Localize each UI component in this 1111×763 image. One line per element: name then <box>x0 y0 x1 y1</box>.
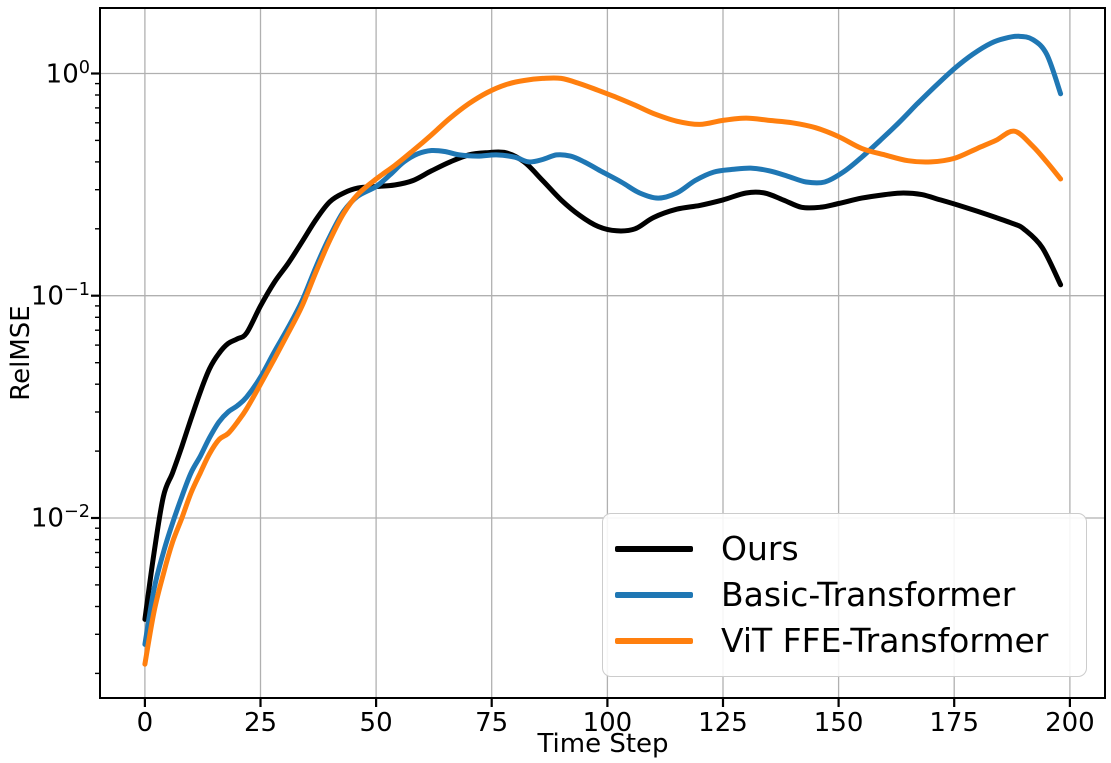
legend-label-ours: Ours <box>721 528 799 568</box>
legend-row-ours: Ours <box>615 528 1078 568</box>
series-line-basic-transformer <box>142 33 1064 647</box>
series-line-vit-ffe-transformer <box>142 75 1064 667</box>
legend-row-basic-transformer: Basic-Transformer <box>615 574 1078 614</box>
x-tick-label-25: 25 <box>243 708 278 738</box>
x-tick-label-150: 150 <box>813 708 864 738</box>
x-tick-label-75: 75 <box>475 708 509 738</box>
axes-spines <box>99 7 1106 699</box>
legend-swatch-ours <box>615 546 693 552</box>
legend-row-vit-ffe-transformer: ViT FFE-Transformer <box>615 620 1078 660</box>
x-tick-label-0: 0 <box>136 708 154 738</box>
x-tick-label-50: 50 <box>359 708 393 738</box>
legend-label-basic-transformer: Basic-Transformer <box>721 574 1016 614</box>
x-tick-label-100: 100 <box>582 708 633 738</box>
legend-swatch-vit-ffe-transformer <box>615 638 693 644</box>
x-tick-label-125: 125 <box>698 708 748 738</box>
legend-label-vit-ffe-transformer: ViT FFE-Transformer <box>721 620 1049 660</box>
y-tick-label-1e-1: 10−1 <box>30 279 90 312</box>
y-tick-label-1e-2: 10−2 <box>30 501 90 534</box>
y-axis-label: RelMSE <box>6 305 36 401</box>
legend-swatch-basic-transformer <box>615 592 693 598</box>
legend: Ours Basic-Transformer ViT FFE-Transform… <box>602 513 1087 677</box>
y-tick-label-1e0: 100 <box>45 57 90 90</box>
x-tick-label-200: 200 <box>1045 708 1095 738</box>
x-tick-label-175: 175 <box>929 708 980 738</box>
x-axis-label: Time Step <box>537 729 669 759</box>
